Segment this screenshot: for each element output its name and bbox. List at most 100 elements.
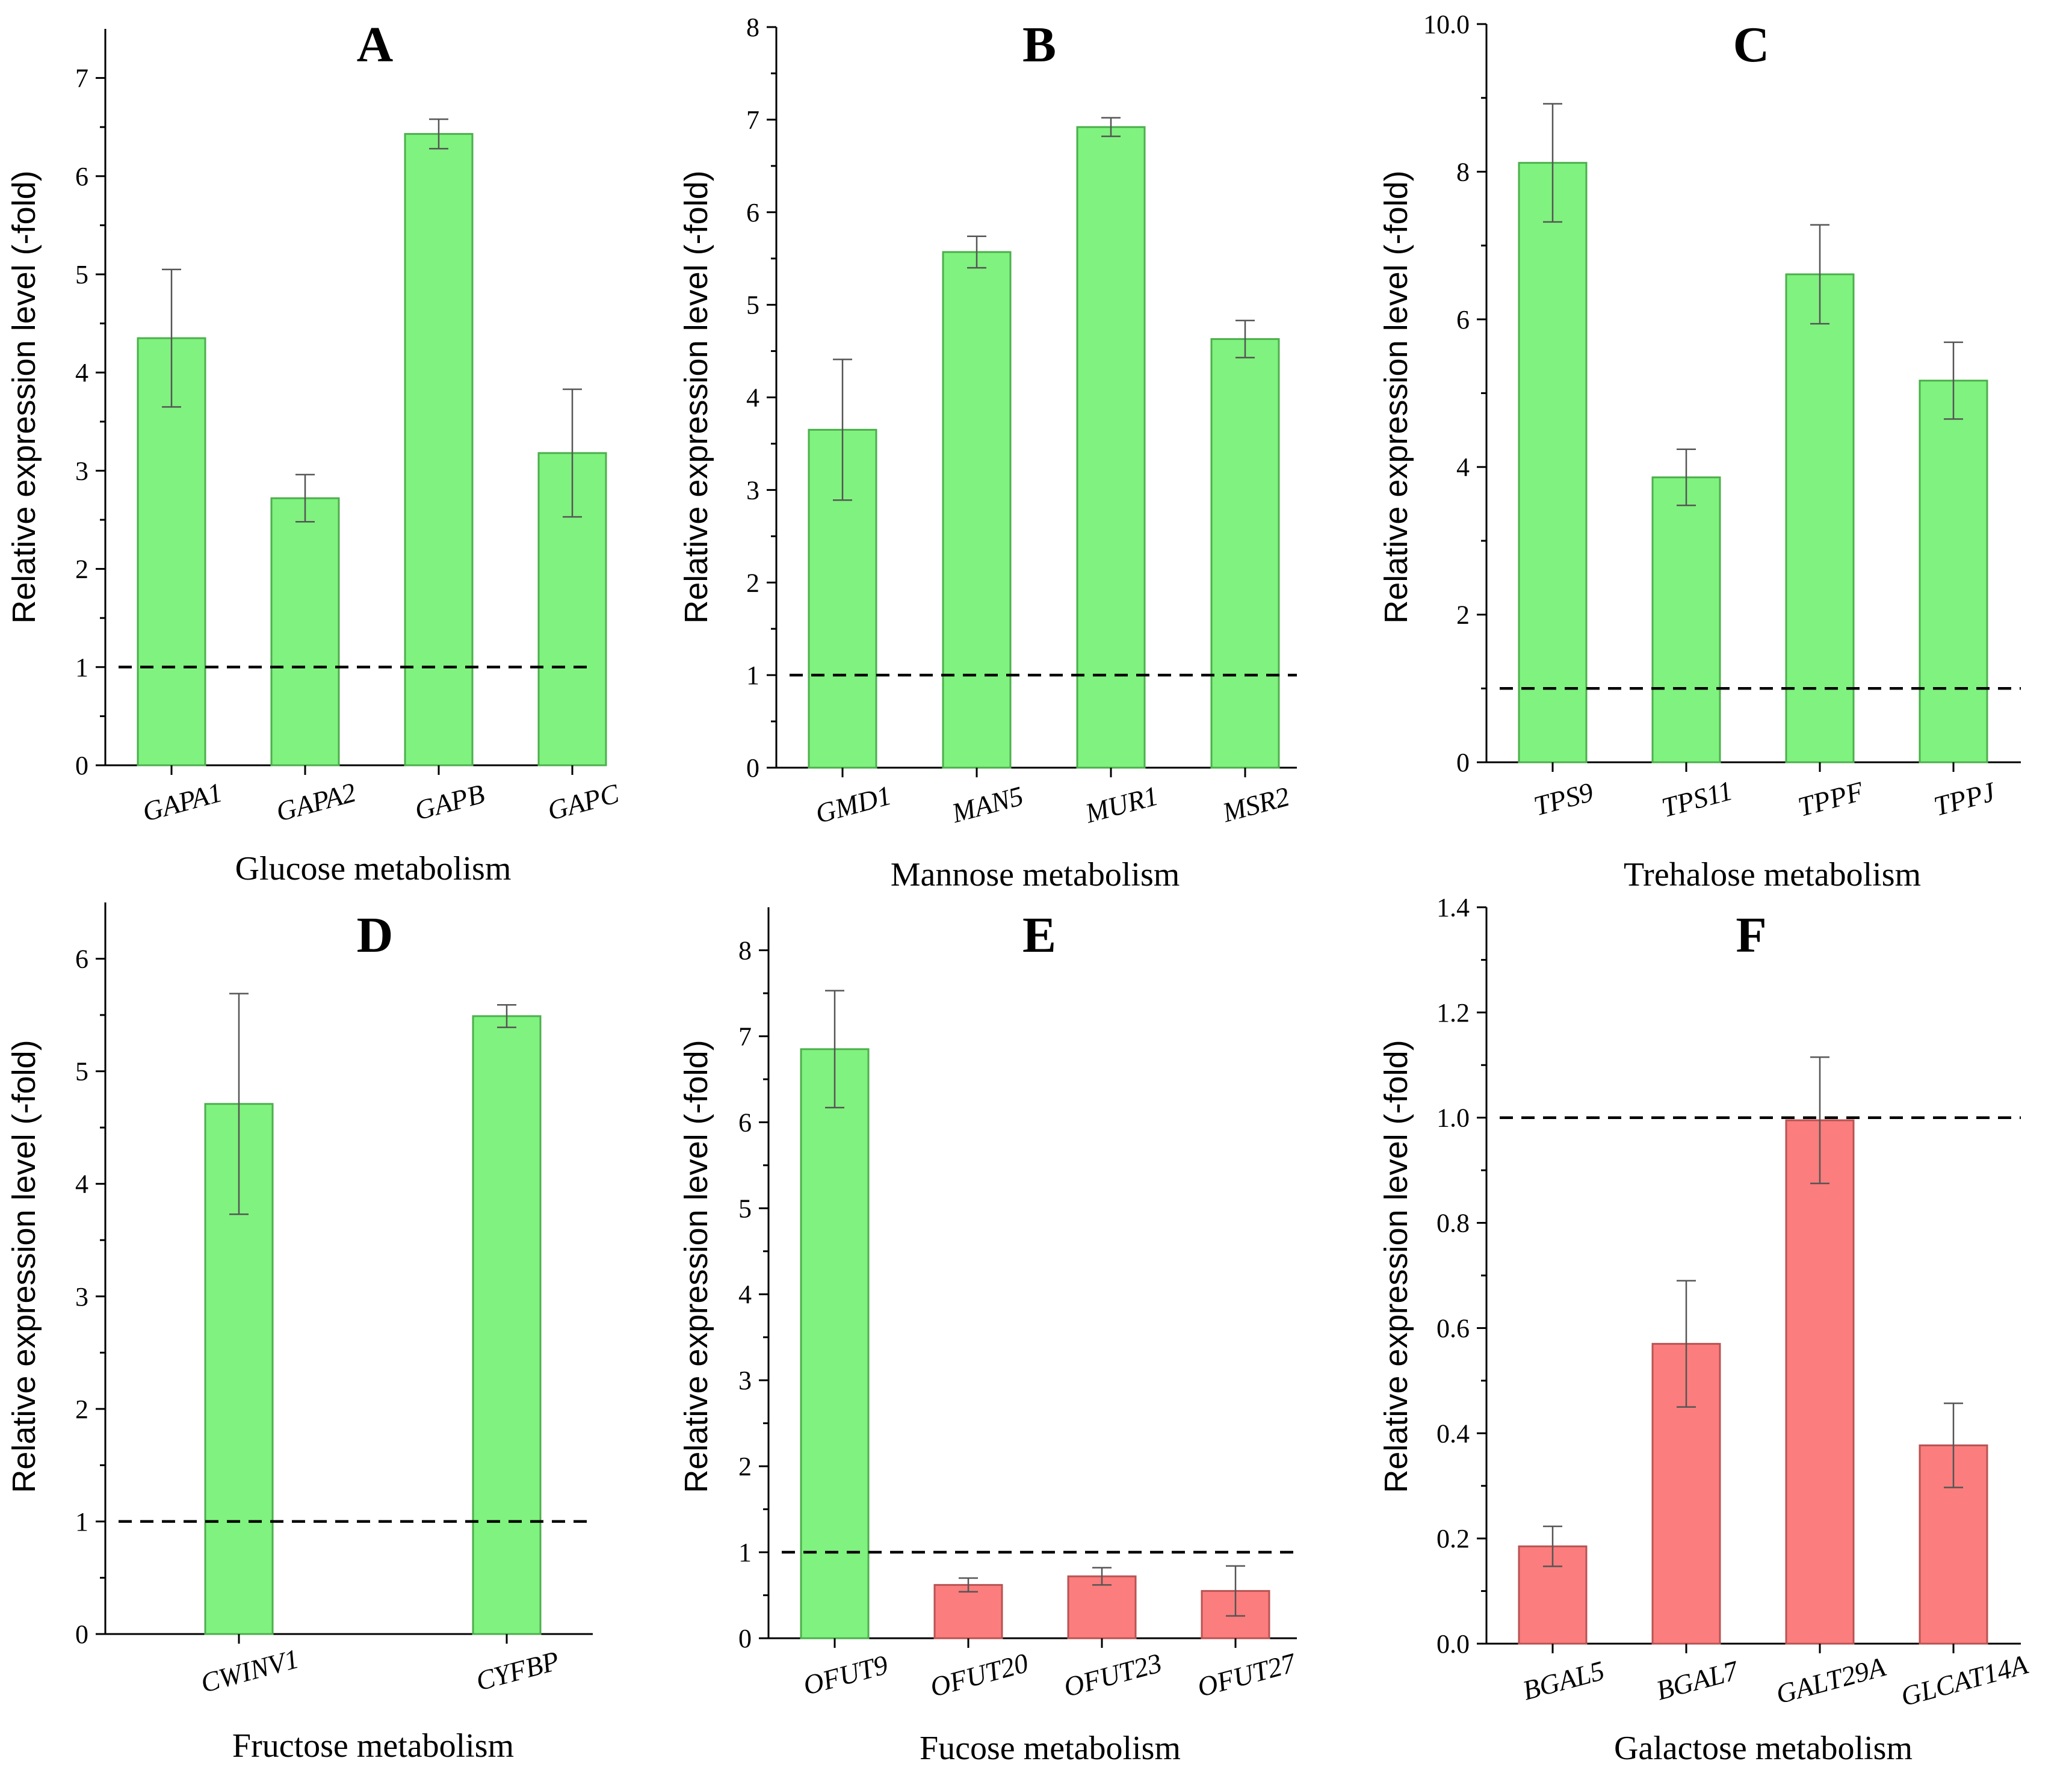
y-tick-label: 2 bbox=[75, 555, 88, 584]
bar-ofut23 bbox=[1067, 1575, 1137, 1639]
category-label: BGAL5 bbox=[1520, 1655, 1607, 1706]
y-tick-label: 8 bbox=[1456, 157, 1470, 187]
y-tick-label: 1 bbox=[738, 1538, 752, 1567]
y-axis-title: Relative expression level (-fold) bbox=[6, 170, 42, 623]
y-tick-label: 0 bbox=[1456, 748, 1470, 777]
category-label: OFUT20 bbox=[927, 1647, 1031, 1703]
y-tick-label: 0 bbox=[738, 1624, 752, 1653]
y-tick-label: 1.0 bbox=[1436, 1103, 1470, 1133]
category-label: OFUT23 bbox=[1060, 1647, 1165, 1703]
bar-gapb bbox=[404, 133, 474, 766]
y-axis-title: Relative expression level (-fold) bbox=[678, 1040, 714, 1493]
category-label: TPPJ bbox=[1931, 776, 1999, 822]
x-axis-title: Glucose metabolism bbox=[235, 850, 512, 887]
panel-a: 0 1 2 3 4 5 6 7 GAPA1 GAPA2 GAPB GAPC A Relative expr… bbox=[6, 17, 623, 887]
x-axis-title: Galactose metabolism bbox=[1614, 1730, 1913, 1767]
y-tick-label: 0 bbox=[75, 751, 88, 780]
bar-man5 bbox=[942, 251, 1012, 769]
panel-letter: B bbox=[1022, 17, 1056, 73]
category-label: CYFBP bbox=[473, 1645, 563, 1697]
y-tick-label: 1.2 bbox=[1436, 998, 1470, 1028]
y-tick-label: 4 bbox=[75, 1170, 88, 1199]
category-label: GAPA1 bbox=[139, 777, 225, 827]
y-tick-label: 0.4 bbox=[1436, 1419, 1470, 1448]
y-tick-label: 7 bbox=[75, 64, 88, 93]
bar-tppj bbox=[1919, 380, 1988, 763]
y-tick-label: 8 bbox=[746, 13, 759, 42]
y-tick-label: 4 bbox=[75, 358, 88, 387]
y-axis-title: Relative expression level (-fold) bbox=[6, 1040, 42, 1493]
y-tick-label: 3 bbox=[75, 1282, 88, 1312]
bar-galt29a bbox=[1785, 1119, 1855, 1645]
bar-ofut9 bbox=[800, 1048, 870, 1639]
y-tick-label: 6 bbox=[1456, 305, 1470, 335]
x-axis-title: Mannose metabolism bbox=[891, 856, 1180, 893]
y-axis-title: Relative expression level (-fold) bbox=[1378, 170, 1414, 623]
y-tick-label: 6 bbox=[75, 162, 88, 191]
category-label: MUR1 bbox=[1081, 780, 1161, 829]
category-label: TPS9 bbox=[1530, 776, 1596, 821]
y-tick-label: 5 bbox=[738, 1194, 752, 1223]
y-tick-label: 0 bbox=[75, 1620, 88, 1649]
category-label: GAPC bbox=[544, 778, 622, 827]
bar-msr2 bbox=[1210, 338, 1280, 769]
bar-tps9 bbox=[1518, 162, 1588, 763]
x-axis-title: Fructose metabolism bbox=[232, 1727, 514, 1765]
bar-tps11 bbox=[1651, 476, 1721, 763]
y-tick-label: 2 bbox=[1456, 600, 1470, 630]
panel-letter: D bbox=[357, 907, 394, 963]
category-label: GLCAT14A bbox=[1897, 1648, 2031, 1712]
panel-b: 0 1 2 3 4 5 6 7 8 GMD1 MAN5 MUR1 MSR2 B Relative expre… bbox=[678, 13, 1297, 893]
panel-letter: F bbox=[1736, 907, 1766, 963]
y-tick-label: 4 bbox=[738, 1280, 752, 1309]
category-label: GAPB bbox=[412, 778, 488, 826]
category-label: TPPF bbox=[1795, 776, 1867, 822]
y-tick-label: 7 bbox=[746, 105, 759, 135]
y-tick-label: 2 bbox=[738, 1452, 752, 1481]
bar-tppf bbox=[1785, 273, 1855, 763]
panel-c: 0 2 4 6 8 10.0 TPS9 TPS11 TPPF TPPJ C Relative expr… bbox=[1378, 10, 2021, 893]
y-axis-title: Relative expression level (-fold) bbox=[678, 170, 714, 623]
bar-cyfbp bbox=[472, 1015, 542, 1635]
category-label: OFUT9 bbox=[800, 1649, 891, 1701]
y-tick-label: 5 bbox=[75, 1057, 88, 1087]
category-label: MAN5 bbox=[948, 780, 1026, 829]
bar-mur1 bbox=[1076, 126, 1146, 769]
x-axis-title: Fucose metabolism bbox=[920, 1730, 1181, 1767]
bar-gapa2 bbox=[270, 497, 340, 766]
panel-letter: E bbox=[1022, 907, 1056, 963]
y-tick-label: 3 bbox=[738, 1366, 752, 1395]
y-tick-label: 0.8 bbox=[1436, 1209, 1470, 1238]
y-tick-label: 3 bbox=[75, 456, 88, 486]
y-tick-label: 2 bbox=[75, 1395, 88, 1424]
x-axis-title: Trehalose metabolism bbox=[1624, 856, 1921, 893]
panel-letter: C bbox=[1733, 17, 1770, 73]
y-tick-label: 3 bbox=[746, 475, 759, 505]
panel-d: 0 1 2 3 4 5 6 CWINV1 CYFBP D Relative expression l… bbox=[6, 902, 593, 1765]
y-tick-label: 7 bbox=[738, 1022, 752, 1051]
category-label: GALT29A bbox=[1773, 1651, 1889, 1710]
y-tick-label: 6 bbox=[75, 945, 88, 974]
y-tick-label: 5 bbox=[746, 291, 759, 320]
y-tick-label: 4 bbox=[746, 383, 759, 413]
y-tick-label: 1.4 bbox=[1436, 893, 1470, 922]
panel-letter: A bbox=[357, 17, 394, 73]
y-tick-label: 0.2 bbox=[1436, 1524, 1470, 1553]
y-tick-label: 1 bbox=[75, 653, 88, 682]
y-tick-label: 1 bbox=[75, 1507, 88, 1537]
category-label: MSR2 bbox=[1219, 781, 1293, 828]
category-label: GAPA2 bbox=[273, 777, 359, 827]
y-tick-label: 4 bbox=[1456, 452, 1470, 482]
y-tick-label: 8 bbox=[738, 936, 752, 965]
y-axis-title: Relative expression level (-fold) bbox=[1378, 1040, 1414, 1493]
y-tick-label: 0 bbox=[746, 753, 759, 783]
panel-e: 0 1 2 3 4 5 6 7 8 OFUT9 OFUT20 OFUT23 OFUT27 E Relativ… bbox=[678, 907, 1300, 1767]
y-tick-label: 10.0 bbox=[1423, 10, 1470, 39]
y-tick-label: 0.6 bbox=[1436, 1313, 1470, 1343]
y-tick-label: 5 bbox=[75, 260, 88, 289]
y-tick-label: 6 bbox=[738, 1108, 752, 1137]
category-label: OFUT27 bbox=[1194, 1647, 1300, 1703]
bar-ofut20 bbox=[933, 1583, 1003, 1639]
bar-gapa1 bbox=[137, 337, 206, 766]
panel-f: 0.0 0.2 0.4 0.6 0.8 1.0 1.2 1.4 BGAL5 BGAL7 GALT29… bbox=[1378, 893, 2032, 1767]
